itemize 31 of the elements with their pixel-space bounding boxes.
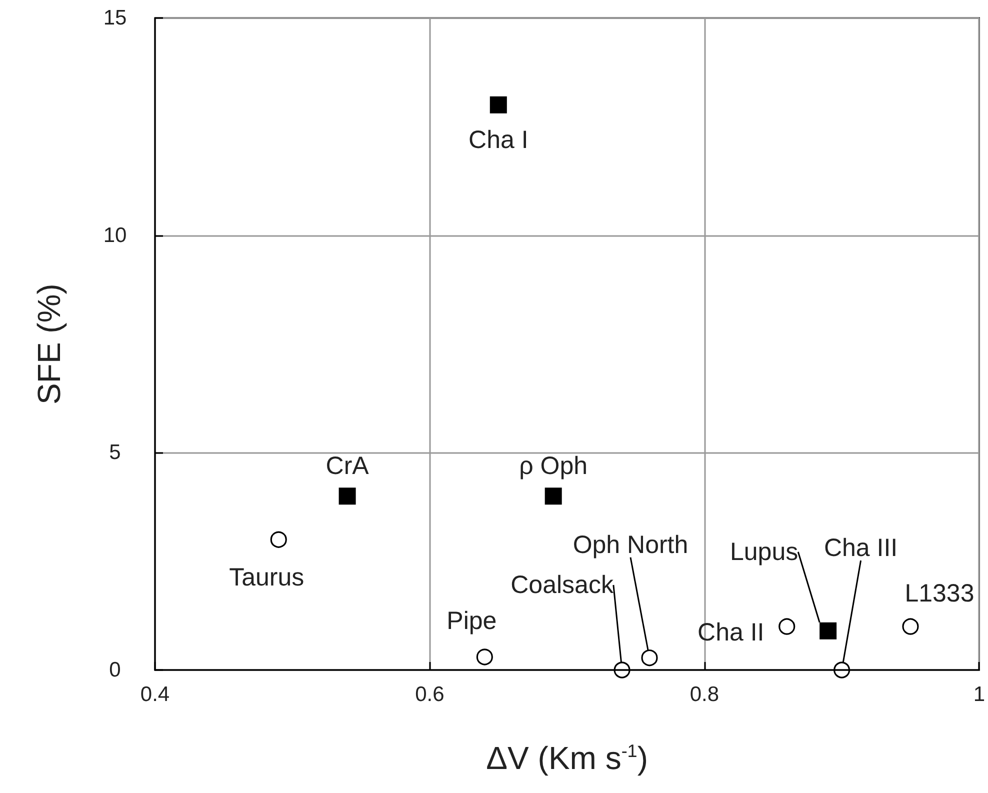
point bbox=[476, 648, 493, 666]
annotation: Cha II bbox=[698, 618, 764, 647]
y-tick-label: 15 bbox=[103, 6, 127, 30]
point bbox=[270, 531, 287, 548]
point bbox=[778, 618, 796, 635]
annotation: Lupus bbox=[730, 538, 798, 566]
point bbox=[820, 622, 837, 640]
annotation: Coalsack bbox=[510, 571, 614, 599]
y-tick-label: 0 bbox=[109, 658, 121, 682]
annotation: Cha I bbox=[468, 126, 528, 154]
annotation: Pipe bbox=[446, 606, 497, 635]
annotation: Oph North bbox=[572, 530, 688, 559]
annotation: Cha III bbox=[824, 534, 898, 562]
point bbox=[544, 488, 562, 505]
point bbox=[902, 618, 919, 635]
annotation: ρ Oph bbox=[519, 452, 588, 480]
point bbox=[834, 662, 850, 678]
x-tick-label: 0.4 bbox=[140, 683, 170, 706]
y-axis-title: SFE (%) bbox=[31, 284, 67, 404]
y-tick-label: 5 bbox=[109, 441, 121, 464]
point bbox=[614, 662, 630, 678]
annotation: L1333 bbox=[904, 580, 974, 608]
annotation: Taurus bbox=[229, 564, 304, 592]
y-tick-label: 10 bbox=[103, 224, 127, 247]
point bbox=[490, 96, 507, 114]
point bbox=[641, 650, 658, 666]
x-tick-label: 1 bbox=[973, 683, 986, 706]
x-tick-label: 0.8 bbox=[690, 683, 720, 706]
point bbox=[338, 488, 356, 505]
annotation: CrA bbox=[326, 452, 370, 480]
x-tick-label: 0.6 bbox=[415, 683, 444, 706]
